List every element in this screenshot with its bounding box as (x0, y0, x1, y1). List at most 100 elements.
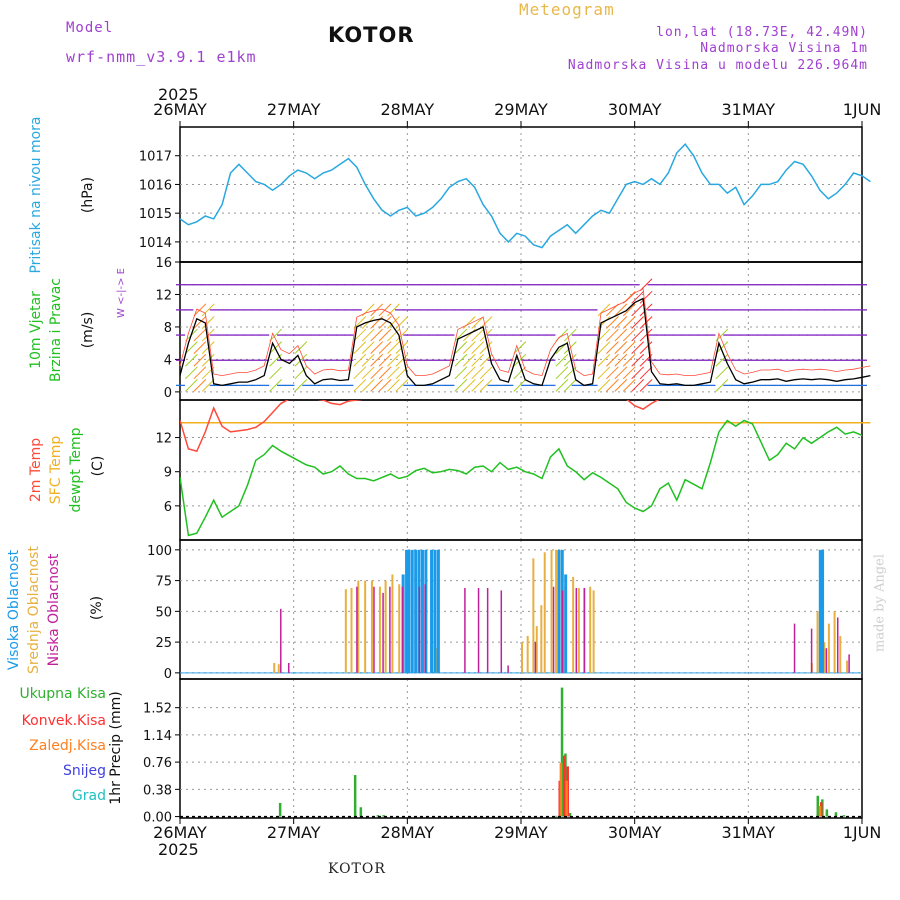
subtitle: Meteogram (519, 0, 615, 19)
wind-arrow (462, 353, 476, 367)
wind-arrow (606, 328, 619, 342)
wind-arrow (193, 303, 207, 317)
cloud-bar (391, 574, 394, 673)
wind-arrow (361, 379, 375, 392)
cloud-label-low: Niska Oblacnost (46, 553, 62, 666)
cloud-series-srednja (273, 549, 849, 673)
cloud-bar (821, 549, 825, 673)
precip-bar (382, 815, 385, 817)
cloud-bar (364, 580, 367, 673)
y-tick-label: 9 (164, 466, 172, 481)
cloud-bar (572, 576, 575, 673)
wind-arrow (614, 379, 628, 392)
wind-arrow (479, 341, 493, 354)
wind-arrow (563, 353, 577, 367)
y-tick-label: 1.52 (143, 702, 172, 717)
wind-arrow (454, 328, 468, 342)
wind-arrow (639, 290, 653, 304)
bottom-date-label: 26MAY (153, 823, 207, 842)
cloud-bar (410, 549, 414, 673)
cloud-bar (382, 592, 384, 673)
cloud-bar (793, 623, 796, 673)
bottom-year-label: 2025 (158, 840, 199, 859)
cloud-bar (540, 605, 543, 673)
precip-axis: 0.00 0.38 0.76 1.14 1.52 (143, 702, 862, 826)
cloud-bar (526, 635, 529, 673)
wind-arrow (639, 328, 653, 342)
cloud-bar (433, 549, 437, 673)
wind-arrow (555, 366, 569, 380)
wind-arrow (614, 303, 628, 317)
wind-arrow (395, 379, 409, 392)
bottom-date-label: 28MAY (381, 823, 435, 842)
wind-arrow (471, 341, 485, 354)
temperature-axis-unit: (C) (90, 456, 106, 477)
wind-arrow (631, 303, 645, 317)
cloud-bar (535, 626, 538, 673)
wind-arrow (614, 341, 628, 354)
y-tick-label: 4 (164, 353, 172, 368)
precip-series (558, 755, 823, 817)
y-tick-label: 1014 (139, 236, 172, 251)
cloud-bar (589, 586, 592, 673)
y-tick-label: 25 (155, 636, 172, 651)
cloud-bar (848, 654, 850, 673)
wind-arrow (185, 366, 198, 380)
cloud-bar (818, 549, 822, 673)
pressure-line (179, 143, 871, 249)
wind-arrow (193, 366, 207, 380)
wind-arrow (378, 328, 392, 342)
temp-label-2m: 2m Temp (28, 438, 44, 502)
y-tick-label: 0 (164, 667, 172, 682)
wind-arrow (639, 278, 653, 292)
top-date-label: 28MAY (381, 100, 435, 119)
wind-arrow (462, 366, 476, 380)
wind-arrow (622, 328, 636, 342)
precip-bar (376, 815, 380, 817)
bottom-date-label: 30MAY (608, 823, 662, 842)
wind-arrow (361, 328, 375, 342)
wind-arrow (606, 341, 619, 354)
y-tick-label: 1.14 (143, 729, 172, 744)
precip-bar (278, 802, 282, 817)
precip-bar (825, 809, 829, 817)
cloud-bar (827, 623, 830, 673)
bottom-date-label: 1JUN (843, 823, 882, 842)
cloud-label-high: Visoka Oblacnost (6, 549, 22, 670)
cloud-bar (378, 586, 381, 673)
wind-arrow (606, 353, 619, 367)
cloud-bar (356, 586, 358, 673)
wind-arrow (294, 353, 308, 367)
precip-legend-item: Konvek.Kisa (22, 713, 106, 729)
wind-arrow (387, 379, 400, 392)
wind-arrow (387, 328, 400, 342)
cloud-label-mid: Srednja Oblacnost (26, 546, 42, 674)
y-tick-label: 0.00 (143, 811, 172, 826)
model-name: wrf-nmm_v3.9.1 e1km (66, 48, 257, 66)
bottom-date-label: 31MAY (722, 823, 776, 842)
wind-arrow (471, 328, 485, 342)
wind-arrow (185, 353, 198, 367)
cloud-bar (373, 586, 375, 673)
wind-arrow (361, 353, 375, 367)
cloud-bar (436, 549, 440, 673)
wind-arrow (387, 303, 400, 317)
wind-arrow (294, 379, 308, 392)
panel-5 (179, 678, 863, 819)
wind-arrow (370, 328, 384, 342)
wind-arrow (193, 328, 207, 342)
wind-arrow (639, 341, 653, 354)
pressure-axis-unit: (hPa) (80, 177, 96, 213)
y-tick-label: 100 (147, 544, 172, 559)
y-tick-label: 12 (155, 288, 172, 303)
wind-arrow (361, 366, 375, 380)
cloud-bar (424, 584, 426, 673)
top-date-label: 27MAY (267, 100, 321, 119)
wind-arrow (631, 366, 645, 380)
cloud-bar (344, 589, 347, 673)
wind-arrow (563, 366, 577, 380)
wind-arrow (631, 379, 645, 392)
panel-frame (179, 261, 863, 401)
y-tick-label: 1017 (139, 150, 172, 165)
